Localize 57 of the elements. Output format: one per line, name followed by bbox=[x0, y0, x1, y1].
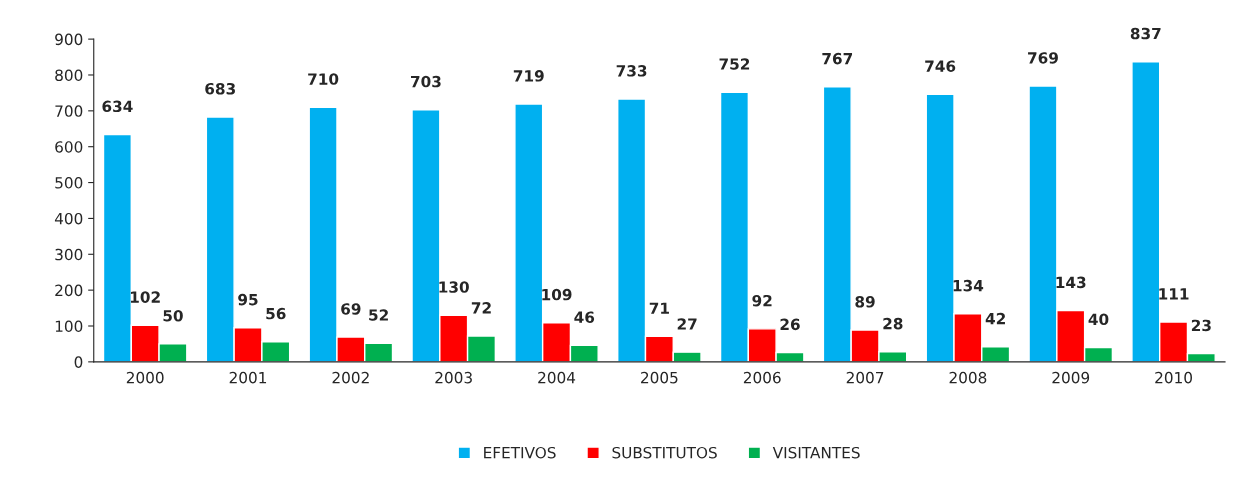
x-tick-label: 2000 bbox=[126, 371, 164, 384]
legend-label: EFETIVOS bbox=[484, 446, 556, 459]
x-tick-label: 2010 bbox=[1155, 371, 1193, 384]
y-tick-label: 600 bbox=[55, 141, 83, 153]
data-label: 102 bbox=[130, 291, 160, 303]
data-label: 50 bbox=[163, 309, 183, 322]
data-label: 72 bbox=[471, 302, 491, 314]
data-label: 69 bbox=[341, 303, 361, 315]
legend-label: VISITANTES bbox=[772, 446, 860, 459]
x-tick-label: 2004 bbox=[538, 371, 576, 384]
data-label: 27 bbox=[677, 318, 697, 330]
y-tick-label: 300 bbox=[55, 248, 83, 261]
x-tick-label: 2005 bbox=[641, 371, 678, 384]
data-label: 56 bbox=[266, 307, 286, 320]
y-tick-label: 200 bbox=[55, 284, 83, 297]
data-label: 746 bbox=[925, 60, 956, 72]
data-label: 111 bbox=[1159, 288, 1189, 300]
y-tick-label: 100 bbox=[55, 320, 83, 333]
data-label: 733 bbox=[616, 65, 647, 77]
data-label: 26 bbox=[780, 318, 800, 331]
x-tick-label: 2009 bbox=[1052, 371, 1090, 384]
data-label: 89 bbox=[855, 295, 875, 308]
data-label: 769 bbox=[1028, 52, 1058, 64]
y-tick-label: 0 bbox=[74, 356, 83, 368]
data-label: 837 bbox=[1130, 27, 1161, 40]
y-tick-label: 800 bbox=[55, 69, 83, 81]
y-tick-label: 900 bbox=[55, 33, 83, 46]
y-tick-label: 400 bbox=[54, 212, 83, 225]
data-label: 130 bbox=[439, 281, 469, 293]
data-label: 134 bbox=[953, 279, 984, 292]
data-label: 143 bbox=[1056, 276, 1086, 289]
data-label: 52 bbox=[369, 309, 388, 321]
data-label: 42 bbox=[985, 312, 1005, 325]
x-tick-label: 2002 bbox=[332, 371, 369, 384]
data-label: 683 bbox=[205, 82, 235, 95]
x-tick-label: 2008 bbox=[949, 371, 987, 384]
data-label: 92 bbox=[752, 294, 772, 307]
y-tick-label: 500 bbox=[55, 177, 83, 189]
x-tick-label: 2007 bbox=[846, 371, 884, 384]
data-label: 71 bbox=[649, 302, 669, 314]
data-label: 719 bbox=[513, 70, 544, 82]
data-label: 767 bbox=[822, 52, 853, 65]
data-label: 710 bbox=[308, 73, 339, 85]
data-label: 28 bbox=[883, 317, 903, 330]
x-tick-label: 2006 bbox=[743, 371, 781, 384]
data-label: 95 bbox=[238, 293, 258, 306]
y-tick-label: 700 bbox=[55, 105, 83, 117]
data-label: 752 bbox=[719, 58, 750, 70]
data-label: 46 bbox=[574, 311, 595, 323]
data-label: 703 bbox=[411, 75, 441, 88]
data-label: 23 bbox=[1191, 319, 1211, 332]
data-label: 40 bbox=[1088, 313, 1109, 326]
x-tick-label: 2001 bbox=[229, 371, 267, 384]
x-tick-label: 2003 bbox=[435, 371, 472, 384]
data-label: 634 bbox=[102, 100, 133, 113]
legend-label: SUBSTITUTOS bbox=[612, 446, 717, 459]
data-label: 109 bbox=[542, 288, 572, 301]
